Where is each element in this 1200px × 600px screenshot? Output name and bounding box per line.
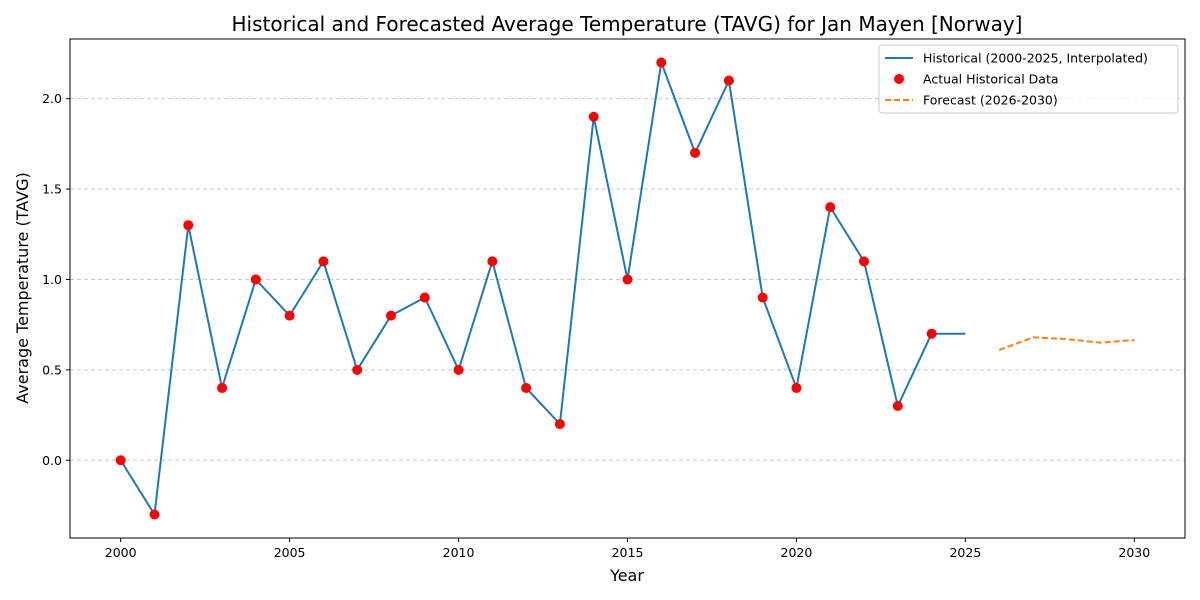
x-tick-label: 2005 [274,545,306,560]
data-point [723,75,734,86]
historical-line [119,61,966,516]
x-tick-label: 2020 [781,545,813,560]
data-point [487,256,498,267]
data-point [554,419,565,430]
data-point [250,274,261,285]
data-point [183,220,194,231]
legend-actual-swatch [894,74,904,84]
data-point [284,310,295,321]
legend-historical-label: Historical (2000-2025, Interpolated) [923,51,1148,66]
x-tick-label: 2030 [1118,545,1150,560]
x-tick-label: 2015 [612,545,644,560]
data-point [453,364,464,375]
legend-actual-label: Actual Historical Data [923,72,1059,87]
data-point [217,382,228,393]
y-tick-label: 0.5 [42,362,62,377]
data-point [385,310,396,321]
data-point [859,256,870,267]
data-point [926,328,937,339]
x-tick-label: 2010 [443,545,475,560]
data-point [656,57,667,68]
x-tick-label: 2000 [105,545,137,560]
data-point [149,509,160,520]
plot-frame [69,38,1186,539]
data-point [622,274,633,285]
data-point [521,382,532,393]
data-point [892,401,903,412]
forecast-line [998,336,1135,351]
y-axis-label: Average Temperature (TAVG) [13,172,32,404]
y-tick-label: 1.0 [42,272,62,287]
series-markers [115,57,937,520]
y-axis-ticks: 0.0 0.5 1.0 1.5 2.0 [42,91,70,468]
data-point [318,256,329,267]
data-point [352,364,363,375]
data-point [588,111,599,122]
legend-box [878,44,1179,114]
x-axis-label: Year [609,566,644,585]
y-tick-label: 2.0 [42,91,62,106]
legend-forecast-label: Forecast (2026-2030) [923,93,1058,108]
data-point [757,292,768,303]
legend: Historical (2000-2025, Interpolated) Act… [878,44,1179,114]
y-tick-label: 0.0 [42,453,62,468]
data-point [825,202,836,213]
y-tick-label: 1.5 [42,182,62,197]
data-point [690,147,701,158]
series-lines [119,61,1135,516]
data-point [791,382,802,393]
x-axis-ticks: 2000 2005 2010 2015 2020 2025 2030 [105,538,1150,560]
data-point [419,292,430,303]
chart-title: Historical and Forecasted Average Temper… [232,12,1023,36]
data-point [115,455,126,466]
x-tick-label: 2025 [949,545,981,560]
